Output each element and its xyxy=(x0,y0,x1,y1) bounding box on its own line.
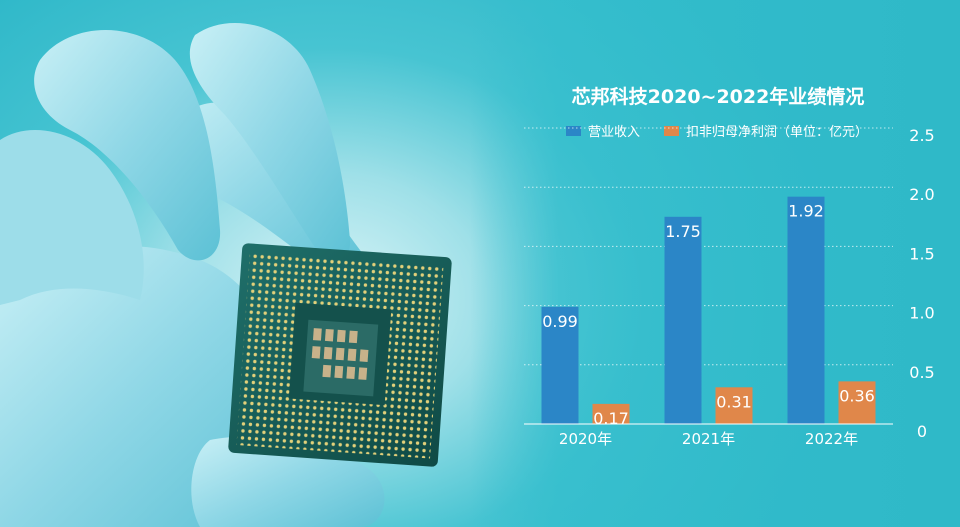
gridlines xyxy=(524,127,893,366)
legend-label-revenue: 营业收入 xyxy=(588,125,640,140)
data-label-net-profit: 0.17 xyxy=(593,409,629,428)
data-label-net-profit: 0.36 xyxy=(839,386,875,405)
data-label-net-profit: 0.31 xyxy=(716,392,752,411)
y-tick-label: 0 xyxy=(917,422,927,441)
bar-net-profit xyxy=(592,403,630,424)
bar-net-profit xyxy=(838,381,876,424)
chart-panel-backdrop xyxy=(470,0,960,527)
x-axis: 2020年 2021年 2022年 xyxy=(524,423,893,448)
y-tick-label: 2.0 xyxy=(909,185,934,204)
y-tick-label: 0.5 xyxy=(909,363,934,382)
y-tick-label: 1.0 xyxy=(909,304,934,323)
y-tick-label: 2.5 xyxy=(909,126,934,145)
legend: 营业收入 扣非归母净利润（单位：亿元） xyxy=(566,125,868,140)
data-label-revenue: 1.92 xyxy=(788,202,824,221)
cpu-hand-photo xyxy=(0,22,452,527)
x-tick-label: 2022年 xyxy=(805,430,858,448)
bar-revenue xyxy=(787,196,825,424)
data-label-revenue: 1.75 xyxy=(665,222,701,241)
legend-label-net-profit: 扣非归母净利润（单位：亿元） xyxy=(686,125,868,140)
bar-revenue xyxy=(664,216,702,424)
y-axis: 0 0.5 1.0 1.5 2.0 2.5 xyxy=(909,126,934,441)
bar-revenue xyxy=(541,306,579,424)
bar-net-profit xyxy=(715,387,753,424)
x-tick-label: 2021年 xyxy=(682,430,735,448)
data-label-revenue: 0.99 xyxy=(542,312,578,331)
bars: 0.99 0.17 1.75 0.31 1.92 0.36 xyxy=(541,196,876,428)
y-tick-label: 1.5 xyxy=(909,244,934,263)
x-tick-label: 2020年 xyxy=(559,430,612,448)
chart-title: 芯邦科技2020~2022年业绩情况 xyxy=(572,85,865,108)
legend-swatch-net-profit xyxy=(664,126,679,136)
legend-swatch-revenue xyxy=(566,126,581,136)
